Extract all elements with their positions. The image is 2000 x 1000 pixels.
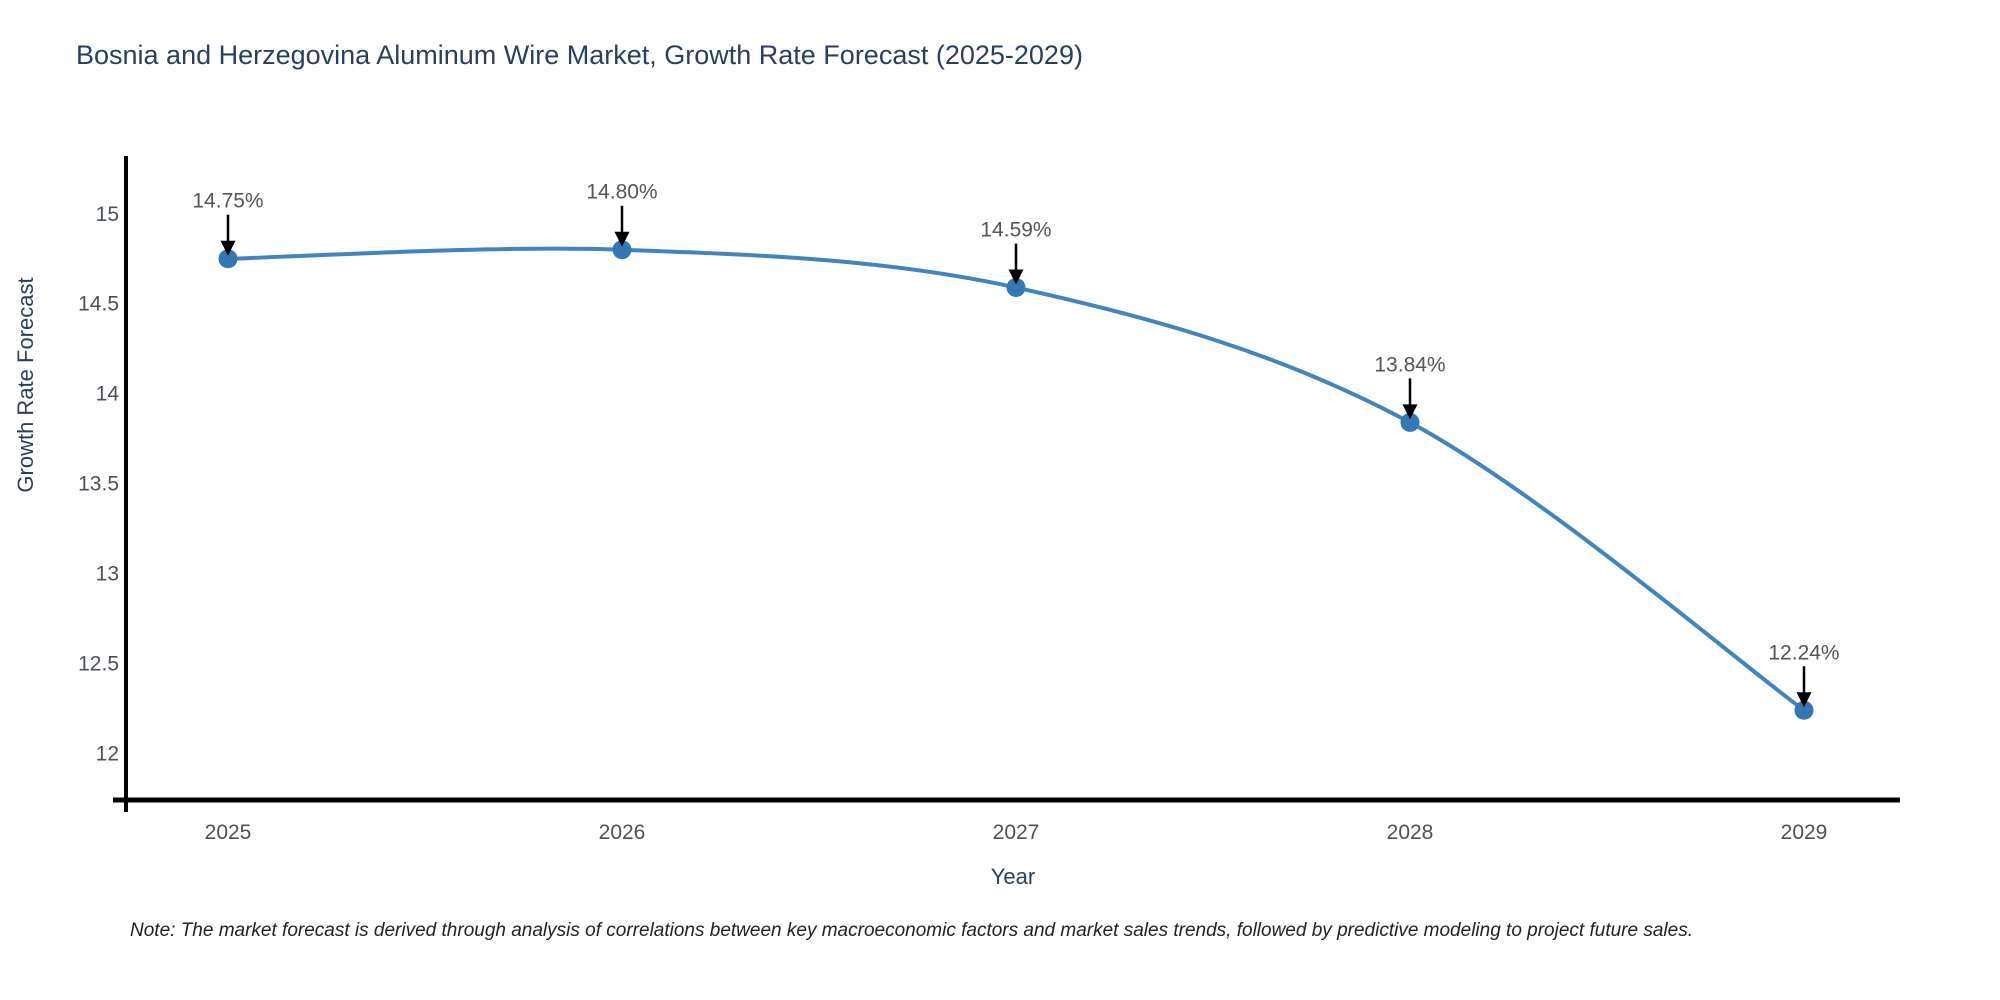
- footnote: Note: The market forecast is derived thr…: [130, 920, 1693, 941]
- y-tick-label: 14.5: [78, 293, 119, 316]
- annotation-arrowhead-icon: [1402, 404, 1418, 420]
- data-point-marker: [1400, 412, 1420, 432]
- x-tick-label: 2029: [1781, 821, 1828, 844]
- x-tick-label: 2026: [599, 821, 646, 844]
- point-value-label: 13.84%: [1374, 353, 1445, 376]
- y-tick-labels: 12 12.5 13 13.5 14 14.5 15: [78, 203, 119, 766]
- y-tick-label: 15: [96, 203, 119, 226]
- x-axis-title: Year: [990, 864, 1036, 889]
- y-tick-label: 13.5: [78, 473, 119, 496]
- point-value-label: 14.59%: [980, 219, 1051, 242]
- y-tick-label: 14: [96, 383, 120, 406]
- x-tick-label: 2027: [993, 821, 1040, 844]
- y-tick-label: 13: [96, 563, 119, 586]
- axes: [113, 156, 1900, 812]
- data-point-marker: [1006, 278, 1026, 298]
- y-axis-title: Growth Rate Forecast: [13, 277, 38, 493]
- y-tick-label: 12.5: [78, 652, 119, 675]
- data-point-marker: [1794, 700, 1814, 720]
- data-point-marker: [218, 249, 238, 269]
- y-tick-label: 12: [96, 742, 119, 765]
- forecast-line: [226, 246, 1806, 713]
- annotation-arrowhead-icon: [1796, 692, 1812, 708]
- x-tick-label: 2028: [1387, 821, 1434, 844]
- x-axis-line: [113, 797, 1900, 803]
- point-value-label: 14.80%: [586, 181, 657, 204]
- point-annotations: 14.75% 14.80% 14.59% 13.84% 12.24%: [192, 181, 1840, 708]
- y-axis-line: [124, 156, 128, 812]
- annotation-arrowhead-icon: [1008, 269, 1024, 285]
- data-points: [218, 240, 1814, 720]
- chart-title: Bosnia and Herzegovina Aluminum Wire Mar…: [76, 40, 1083, 70]
- annotation-arrowhead-icon: [614, 231, 630, 247]
- x-tick-label: 2025: [205, 821, 252, 844]
- x-tick-labels: 2025 2026 2027 2028 2029: [205, 821, 1828, 844]
- point-value-label: 14.75%: [192, 190, 263, 213]
- data-point-marker: [612, 240, 632, 260]
- annotation-arrowhead-icon: [220, 240, 236, 256]
- point-value-label: 12.24%: [1768, 641, 1839, 664]
